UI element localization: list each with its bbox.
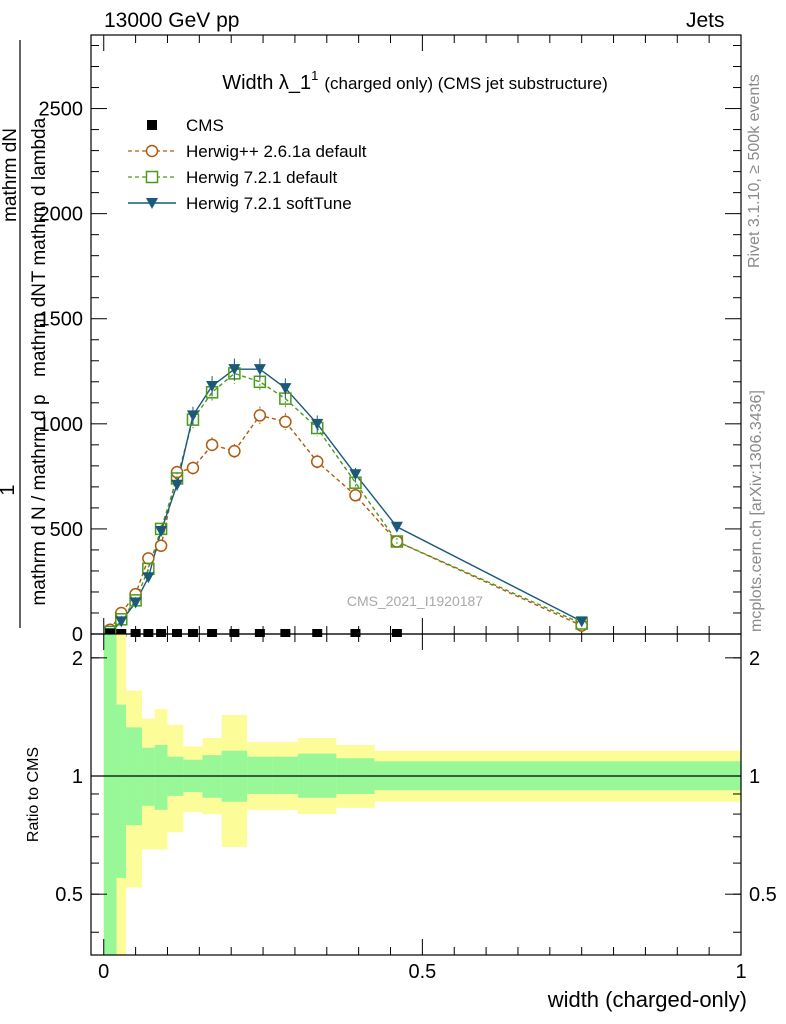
data-point-cms-7 xyxy=(207,629,218,637)
ylabel-numerator: mathrm dN xyxy=(29,283,50,377)
ratio-ytick-label-left-2: 2 xyxy=(72,648,83,670)
data-point-cms-9 xyxy=(254,629,265,637)
rivet-version-label: Rivet 3.1.10, ≥ 500k events xyxy=(746,74,763,268)
plot-title-main: Width λ_1 xyxy=(222,72,311,94)
data-point-herwigpp-10 xyxy=(279,415,292,428)
ylabel-denominator: mathrm d N / mathrm d p xyxy=(29,394,50,605)
ratio-xtick-label-1: 0.5 xyxy=(408,961,436,983)
data-point-herwig-soft-5 xyxy=(171,479,184,491)
ratio-ytick-label-right-2: 2 xyxy=(749,648,760,670)
main-ytick-label-2: 1000 xyxy=(39,414,84,436)
data-point-cms-0 xyxy=(105,629,116,637)
ratio-inner-band-9 xyxy=(247,756,273,794)
plot-title: Width λ_11 (charged only) (CMS jet substr… xyxy=(222,68,608,94)
data-point-cms-6 xyxy=(187,629,198,637)
data-point-herwig-soft-9 xyxy=(253,364,266,376)
ratio-xtick-label-2: 1 xyxy=(735,961,746,983)
x-axis-title: width (charged-only) xyxy=(547,987,747,1012)
series-line-herwigpp xyxy=(109,414,582,631)
data-point-herwig-soft-8 xyxy=(228,364,241,376)
data-point-herwig-soft-13 xyxy=(390,521,403,533)
legend-marker-herwig-default xyxy=(145,170,159,184)
main-ytick-label-1: 500 xyxy=(50,519,83,541)
data-point-herwigpp-5 xyxy=(170,465,184,479)
ratio-inner-band-0 xyxy=(103,634,117,955)
data-point-herwig-soft-11 xyxy=(311,418,324,430)
ylabel-part-a: T mathrm d lambda xyxy=(29,117,50,282)
legend-label-herwigpp: Herwig++ 2.6.1a default xyxy=(186,142,367,161)
main-ytick-label-4: 2000 xyxy=(39,204,84,226)
data-point-herwig-default-13 xyxy=(390,535,404,548)
ylabel-one: 1 xyxy=(0,484,19,495)
data-point-herwigpp-12 xyxy=(349,489,362,502)
data-point-herwig-soft-7 xyxy=(206,380,219,392)
data-point-herwig-soft-14 xyxy=(575,616,588,628)
data-point-herwig-soft-2 xyxy=(129,597,142,609)
data-point-cms-3 xyxy=(143,629,154,637)
plot-title-superscript: 1 xyxy=(311,68,318,83)
ratio-frame xyxy=(90,633,742,956)
data-point-herwig-soft-4 xyxy=(155,526,168,538)
legend-label-herwig-soft: Herwig 7.2.1 softTune xyxy=(186,194,352,213)
plot-title-rest: (charged only) (CMS jet substructure) xyxy=(324,74,607,93)
ratio-ytick-label-left-1: 1 xyxy=(72,766,83,788)
data-point-herwig-soft-1 xyxy=(115,616,128,628)
ratio-ytick-label-right-1: 1 xyxy=(749,766,760,788)
data-point-herwigpp-3 xyxy=(142,552,155,565)
data-point-herwig-soft-12 xyxy=(349,469,362,481)
legend-marker-herwig-soft xyxy=(146,198,158,209)
header-process: Jets xyxy=(686,9,725,32)
data-point-herwigpp-9 xyxy=(253,409,267,422)
ratio-ytick-label-right-0: 0.5 xyxy=(749,884,777,906)
ylabel-mathrm-dn: mathrm dN xyxy=(0,128,21,222)
main-y-axis-title: mathrm dNT mathrm d lambda1mathrm d N / … xyxy=(0,40,50,628)
main-ytick-label-3: 1500 xyxy=(39,309,84,331)
data-point-herwig-soft-6 xyxy=(186,410,199,422)
ratio-ytick-label-left-0: 0.5 xyxy=(55,884,83,906)
data-point-herwig-soft-3 xyxy=(142,572,155,584)
ratio-inner-band-4 xyxy=(154,744,168,810)
main-ytick-label-0: 0 xyxy=(72,624,83,646)
ratio-inner-band-10 xyxy=(272,756,299,794)
data-point-cms-8 xyxy=(229,629,240,637)
legend-label-cms: CMS xyxy=(186,116,224,135)
data-point-herwigpp-13 xyxy=(390,535,404,548)
analysis-watermark: CMS_2021_I1920187 xyxy=(347,593,483,609)
data-point-herwigpp-4 xyxy=(154,539,168,552)
legend-marker-herwigpp xyxy=(145,144,159,158)
ratio-panel: 0.5 0.5 1 1 2 2 0 0.5 1 width (charged-only) Ratio… xyxy=(25,633,777,1012)
data-point-cms-4 xyxy=(156,629,167,637)
legend-label-herwig-default: Herwig 7.2.1 default xyxy=(186,168,337,187)
legend-marker-cms xyxy=(147,120,157,130)
mcplots-label: mcplots.cern.ch [arXiv:1306.3436] xyxy=(748,390,765,632)
data-point-herwigpp-8 xyxy=(228,444,241,458)
data-point-cms-11 xyxy=(312,629,323,637)
ratio-inner-band-3 xyxy=(141,747,155,806)
header-energy: 13000 GeV pp xyxy=(104,9,240,32)
ratio-xtick-label-0: 0 xyxy=(98,961,109,983)
data-point-cms-12 xyxy=(350,629,361,637)
data-point-cms-1 xyxy=(116,629,127,637)
data-point-cms-10 xyxy=(280,629,291,637)
data-point-cms-13 xyxy=(391,629,402,637)
data-point-herwigpp-6 xyxy=(186,461,200,475)
data-point-cms-2 xyxy=(130,629,141,637)
main-ytick-label-5: 2500 xyxy=(39,99,84,121)
ratio-inner-band-1 xyxy=(116,704,127,878)
data-point-cms-5 xyxy=(172,629,183,637)
data-point-herwigpp-11 xyxy=(310,455,324,468)
data-point-herwig-soft-10 xyxy=(279,383,292,395)
ratio-y-axis-title: Ratio to CMS xyxy=(25,747,42,842)
data-point-herwigpp-7 xyxy=(205,438,219,452)
